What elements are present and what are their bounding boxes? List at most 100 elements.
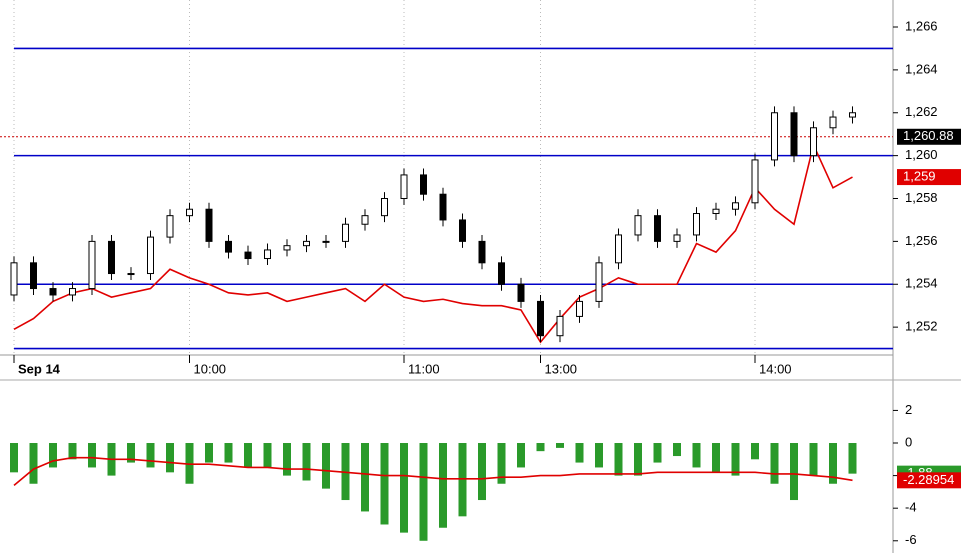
histogram-bar: [673, 443, 681, 457]
candle-body: [810, 127, 817, 157]
candle-body: [244, 251, 252, 260]
candle-body: [147, 236, 154, 275]
candle-body: [829, 116, 837, 129]
y-tick-label: 1,254: [905, 276, 938, 291]
histogram-bar: [302, 443, 311, 481]
candle-body: [166, 215, 174, 238]
candle-body: [186, 208, 193, 217]
price-marker-label: 1,260.88: [903, 128, 954, 143]
histogram-bar: [127, 443, 135, 463]
y-tick-label: 1,262: [905, 104, 938, 119]
histogram-bar: [712, 443, 720, 473]
histogram-bar: [595, 443, 603, 468]
candle-body: [88, 240, 96, 290]
histogram-bar: [283, 443, 291, 476]
candle-body: [634, 215, 642, 236]
price-marker: [897, 169, 961, 186]
histogram-bar: [848, 443, 857, 474]
histogram-bar: [205, 443, 213, 463]
histogram-bar: [244, 443, 252, 468]
histogram-bar: [29, 443, 38, 484]
histogram-bar: [497, 443, 506, 484]
x-tick-label: 13:00: [545, 361, 578, 376]
candle-body: [712, 208, 720, 215]
price-marker: [897, 472, 961, 489]
histogram-bar: [478, 443, 486, 501]
y-tick-label: 1,264: [905, 61, 938, 76]
histogram-bar: [634, 443, 642, 476]
candle-body: [205, 208, 213, 242]
histogram-bar: [556, 443, 564, 448]
candle-body: [10, 262, 18, 296]
candle-body: [654, 215, 661, 242]
histogram-bar: [790, 443, 798, 501]
histogram-bar: [419, 443, 428, 541]
candle-body: [303, 240, 310, 247]
y-tick-label: 2: [905, 402, 912, 417]
candle-body: [693, 213, 700, 236]
histogram-bar: [731, 443, 740, 476]
candle-body: [751, 159, 759, 204]
histogram-bar: [829, 443, 837, 484]
candle-body: [459, 219, 466, 242]
histogram-bar: [536, 443, 545, 452]
histogram-bar: [166, 443, 174, 473]
candle-body: [517, 283, 525, 302]
y-tick-label: 1,256: [905, 233, 938, 248]
candle-body: [732, 202, 739, 210]
histogram-bar: [458, 443, 467, 517]
y-tick-label: 1,266: [905, 18, 938, 33]
signal-line: [13, 456, 853, 486]
price-marker: [897, 128, 961, 145]
histogram-bar: [10, 443, 18, 473]
histogram-bar: [322, 443, 330, 489]
histogram-bar: [653, 443, 662, 463]
histogram-bar: [692, 443, 701, 468]
histogram-bar: [146, 443, 155, 468]
candle-body: [615, 234, 622, 264]
candle-body: [576, 300, 583, 317]
x-tick-label: 14:00: [759, 361, 792, 376]
candle-body: [556, 315, 564, 337]
candle-body: [30, 262, 37, 290]
candle-body: [108, 240, 115, 275]
candle-body: [264, 249, 271, 260]
candle-body: [420, 174, 427, 195]
histogram-bar: [400, 443, 408, 533]
candle-body: [771, 112, 778, 161]
y-tick-label: 1,260: [905, 147, 938, 162]
candle-body: [361, 215, 369, 225]
candle-body: [439, 193, 447, 221]
candle-body: [790, 112, 798, 157]
candle-body: [69, 288, 76, 296]
candle-body: [537, 300, 544, 337]
candle-body: [498, 262, 505, 285]
histogram-bar: [809, 443, 818, 476]
candle-body: [478, 240, 486, 264]
candle-body: [381, 198, 388, 217]
x-tick-label: 10:00: [194, 361, 227, 376]
x-tick-label: 11:00: [408, 361, 440, 376]
candle-body: [283, 245, 291, 251]
candle-body: [127, 273, 135, 276]
candle-body: [49, 288, 57, 296]
candle-body: [322, 240, 330, 243]
candle-body: [673, 234, 681, 242]
candle-body: [595, 262, 603, 302]
candle-body: [342, 223, 349, 242]
histogram-bar: [185, 443, 194, 484]
histogram-bar: [517, 443, 525, 468]
histogram-bar: [770, 443, 779, 484]
y-tick-label: -4: [905, 500, 917, 515]
price-marker-label: -2.28954: [903, 472, 954, 487]
histogram-bar: [614, 443, 623, 476]
y-tick-label: -6: [905, 532, 917, 547]
price-marker-label: 1,259: [903, 169, 936, 184]
moving-average-line: [13, 142, 853, 344]
histogram-bar: [263, 443, 272, 468]
histogram-bar: [361, 443, 369, 512]
y-tick-label: 0: [905, 434, 912, 449]
histogram-bar: [88, 443, 96, 468]
histogram-bar: [751, 443, 759, 460]
